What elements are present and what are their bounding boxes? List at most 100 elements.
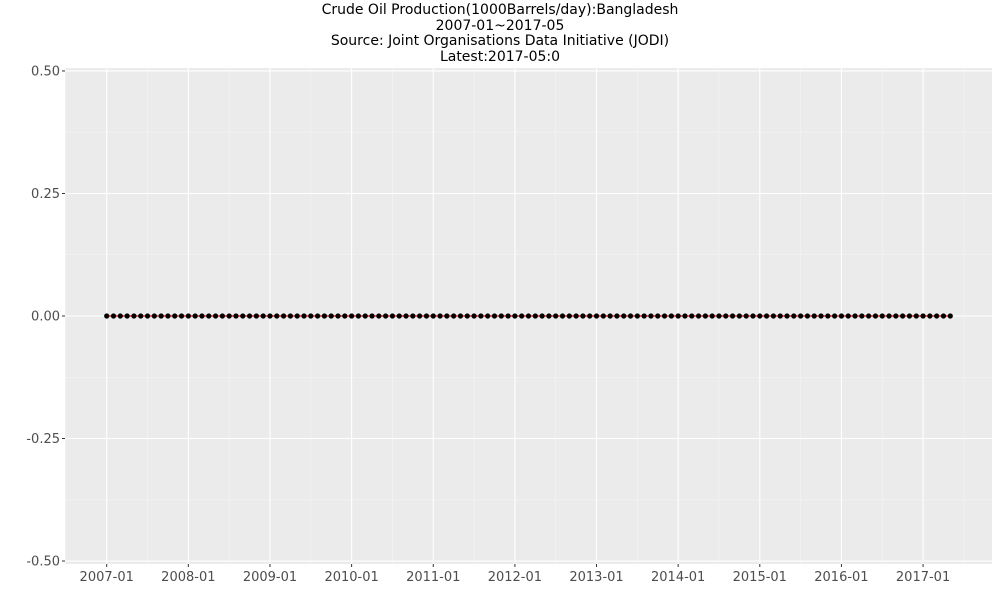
data-point [804,313,811,319]
major-gridlines [65,68,992,564]
data-point [389,313,396,319]
chart-subtitle-period: 2007-01~2017-05 [435,17,565,34]
x-axis: 2007-01 2008-01 2009-01 2010-01 2011-01 2012-… [80,564,950,585]
data-point [328,313,334,319]
data-point [573,313,579,319]
x-tick-label: 2012-01 [488,570,542,585]
data-point [784,313,790,319]
data-point [641,313,647,319]
data-point [866,313,872,319]
data-point [294,313,300,319]
data-point [212,313,219,319]
data-point [451,313,457,319]
data-point [287,313,293,319]
chart-subtitle-latest: Latest:2017-05:0 [439,48,561,65]
data-point [172,313,178,319]
data-point [614,313,620,319]
data-point [165,313,171,319]
data-point [838,313,845,319]
data-point [600,313,606,319]
data-point [893,313,899,319]
data-point [444,313,450,319]
y-tick-label: 0.50 [31,64,60,79]
data-point [777,313,783,319]
data-point [532,313,538,319]
data-point [811,313,817,319]
data-point [233,313,239,319]
y-tick-label: 0.25 [31,187,60,202]
data-point [335,313,341,319]
data-point [117,313,123,319]
chart-title: Crude Oil Production(1000Barrels/day):Ba… [321,2,679,18]
x-tick-label: 2007-01 [80,570,134,585]
data-point [920,313,926,319]
data-point [383,313,389,319]
data-point [872,313,879,319]
data-point [546,313,552,319]
data-point [219,313,225,319]
data-point [430,313,436,319]
data-point [648,313,654,319]
data-point [376,313,382,319]
data-point [240,313,246,319]
data-point [716,313,722,319]
data-point [423,313,430,319]
data-point [131,313,137,319]
data-point [104,313,110,319]
data-point [587,313,593,319]
data-point [124,313,130,319]
data-point [682,313,688,319]
data-point [437,313,443,319]
x-tick-label: 2014-01 [651,570,705,585]
data-point [845,313,851,319]
data-point [607,313,613,319]
data-point [417,313,423,319]
data-point [709,313,715,319]
data-point [859,313,865,319]
data-point [138,313,144,319]
data-point [913,313,919,319]
data-point [593,313,600,319]
data-point [621,313,627,319]
data-point [349,313,355,319]
y-tick-label: 0.00 [31,310,60,325]
chart-subtitle-source: Source: Joint Organisations Data Initiat… [330,33,670,49]
data-point [396,313,402,319]
data-point [457,313,464,319]
data-point [852,313,858,319]
data-point [267,313,273,319]
data-point [308,313,314,319]
data-point [675,313,681,319]
data-point [750,313,756,319]
series-layer [104,313,953,319]
data-point [192,313,198,319]
data-point [178,313,185,319]
data-point [798,313,804,319]
data-point [791,313,797,319]
data-point [743,313,749,319]
y-tick-label: -0.50 [26,555,60,570]
data-point [566,313,572,319]
x-tick-label: 2016-01 [814,570,868,585]
data-point [879,313,885,319]
data-point [342,313,348,319]
data-point [151,313,157,319]
data-point [206,313,212,319]
data-point [818,313,824,319]
y-axis: 0.50 0.25 0.00 -0.25 -0.50 [26,64,65,570]
data-point [110,313,117,319]
data-point [757,313,763,319]
data-point [253,313,259,319]
data-point [934,313,940,319]
data-point [301,313,307,319]
x-tick-label: 2015-01 [733,570,787,585]
minor-gridlines [65,68,992,564]
data-point [825,313,831,319]
chart-title-block: Crude Oil Production(1000Barrels/day):Ba… [0,2,1000,65]
data-point [144,313,151,319]
data-point [764,313,770,319]
data-point [947,313,953,319]
data-point [695,313,702,319]
data-point [199,313,205,319]
